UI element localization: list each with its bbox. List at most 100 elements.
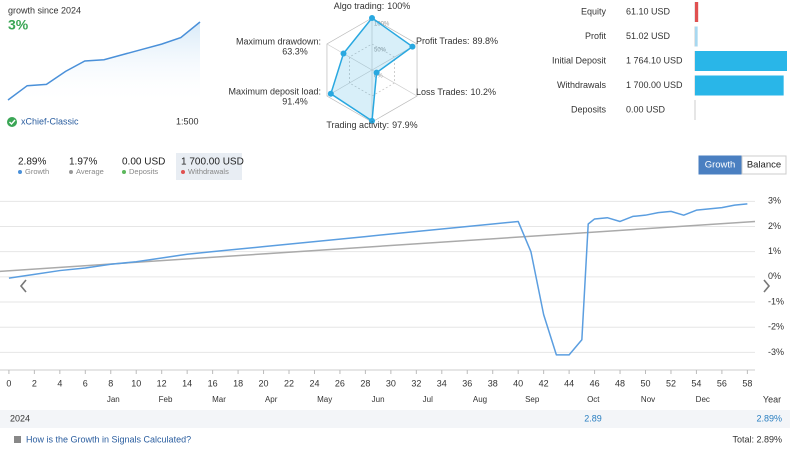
total: Total: 2.89% [732, 434, 782, 444]
x-tick-label: 12 [157, 378, 167, 388]
year-header: Year [763, 394, 781, 404]
radar-axis-value: 100% [387, 1, 410, 11]
prev-arrow[interactable] [19, 279, 27, 293]
radar-axis-name: Trading activity: [326, 120, 389, 130]
stat-value: 61.10 USD [626, 6, 671, 16]
stat-bar [695, 26, 698, 47]
stat-value: 51.02 USD [626, 31, 671, 41]
radar-axis-name: Algo trading: [334, 1, 385, 11]
x-tick-label: 22 [284, 378, 294, 388]
x-tick-label: 18 [233, 378, 243, 388]
summary-value: 0.00 USD [122, 157, 165, 168]
month-label: Dec [696, 395, 710, 404]
radar-point [369, 117, 375, 124]
radar-point [340, 50, 347, 57]
x-tick-label: 52 [666, 378, 676, 388]
x-tick-label: 24 [309, 378, 319, 388]
x-tick-label: 48 [615, 378, 625, 388]
radar-axis-label: Algo trading: 100% [334, 1, 411, 11]
month-label: Apr [265, 395, 278, 404]
month-label: Aug [473, 395, 487, 404]
check [9, 119, 16, 126]
radar-axis-label: Loss Trades: 10.2% [416, 87, 496, 97]
next-arrow[interactable] [763, 279, 771, 293]
tab-label[interactable]: Balance [747, 160, 781, 171]
tab-label[interactable]: Growth [705, 160, 736, 171]
stat-label: Profit [585, 31, 607, 41]
radar-axis-name: Maximum deposit load: [228, 86, 321, 96]
radar-axis-name: Loss Trades: [416, 87, 468, 97]
x-tick-label: 14 [182, 378, 192, 388]
radar-axis-label: Trading activity: 97.9% [326, 120, 417, 130]
mini-area [8, 22, 200, 105]
radar-axis-value: 63.3% [282, 46, 308, 56]
radar-point [409, 43, 416, 50]
month-label: Sep [525, 395, 540, 404]
verified-icon [7, 117, 17, 127]
x-tick-label: 46 [590, 378, 600, 388]
radar-point [369, 15, 375, 21]
summary-dot [18, 170, 22, 174]
x-tick-label: 34 [437, 378, 447, 388]
tab[interactable] [698, 155, 742, 175]
tab[interactable] [741, 155, 787, 175]
x-tick-label: 58 [742, 378, 752, 388]
month-label: Oct [587, 395, 600, 404]
stat-value: 0.00 USD [626, 104, 666, 114]
x-tick-label: 8 [108, 378, 113, 388]
x-tick-label: 20 [259, 378, 269, 388]
month-value: 2.89 [584, 413, 602, 423]
summary-dot [69, 170, 73, 174]
x-tick-label: 42 [539, 378, 549, 388]
stat-value: 1 700.00 USD [626, 80, 683, 90]
stat-bar [695, 2, 699, 22]
y-tick-label: 2% [768, 221, 781, 231]
x-tick-label: 0 [6, 378, 11, 388]
x-tick-label: 50 [640, 378, 650, 388]
month-label: May [317, 395, 332, 404]
help-icon [14, 436, 21, 443]
x-tick-label: 38 [488, 378, 498, 388]
stat-bar [695, 75, 784, 96]
summary-label: Withdrawals [188, 167, 229, 176]
x-tick-label: 40 [513, 378, 523, 388]
y-tick-label: -2% [768, 322, 784, 332]
radar-axis-name: Maximum drawdown: [236, 36, 321, 46]
y-tick-label: 0% [768, 271, 781, 281]
stat-value: 1 764.10 USD [626, 55, 683, 65]
radar-spoke [371, 69, 418, 97]
month-label: Jun [372, 395, 385, 404]
x-tick-label: 2 [32, 378, 37, 388]
help-link[interactable]: How is the Growth in Signals Calculated? [26, 434, 191, 444]
x-tick-label: 30 [386, 378, 396, 388]
radar-axis-value: 97.9% [392, 120, 418, 130]
radar-axis-value: 89.8% [473, 36, 499, 46]
summary-value: 1 700.00 USD [181, 157, 244, 168]
x-tick-label: 10 [131, 378, 141, 388]
x-tick-label: 44 [564, 378, 574, 388]
summary-dot [122, 170, 126, 174]
radar-spoke [326, 69, 373, 97]
stat-label: Withdrawals [557, 80, 607, 90]
stat-bar [695, 51, 787, 71]
radar-point [327, 90, 334, 97]
growth-value: 3% [8, 17, 29, 33]
x-tick-label: 56 [717, 378, 727, 388]
radar-point [373, 69, 380, 76]
x-tick-label: 4 [57, 378, 62, 388]
x-tick-label: 36 [462, 378, 472, 388]
mini-line [7, 21, 201, 101]
month-label: Jul [423, 395, 433, 404]
summary-dot [181, 170, 185, 174]
year-label: 2024 [10, 413, 30, 423]
x-tick-label: 54 [691, 378, 701, 388]
x-tick-label: 16 [208, 378, 218, 388]
radar-axis-value: 10.2% [471, 87, 497, 97]
month-label: Mar [212, 395, 226, 404]
stat-label: Equity [581, 6, 607, 16]
account-link[interactable]: xChief-Classic [21, 116, 79, 126]
radar-axis-value: 91.4% [282, 96, 308, 106]
month-label: Nov [641, 395, 655, 404]
x-tick-label: 28 [360, 378, 370, 388]
month-label: Feb [159, 395, 173, 404]
